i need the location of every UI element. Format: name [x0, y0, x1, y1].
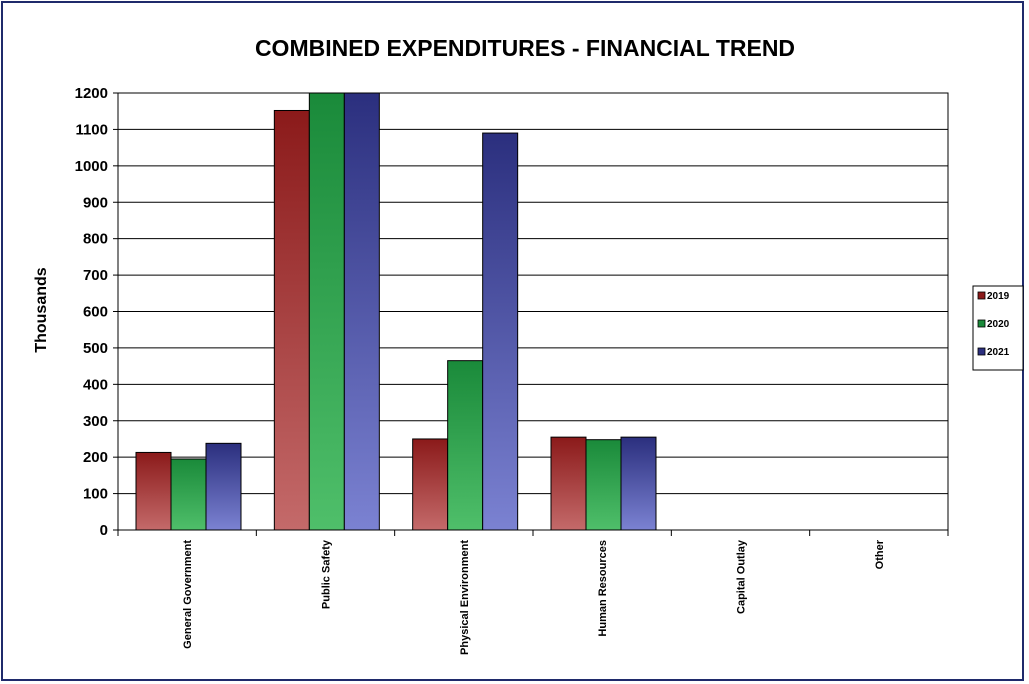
bar-2020-human-resources: [585, 439, 622, 531]
bar-2019-human-resources: [550, 436, 587, 531]
bar-2021-physical-environment: [482, 132, 519, 531]
y-tick-label: 200: [83, 449, 108, 466]
bar-2020-physical-environment: [447, 360, 484, 531]
x-category-label: Other: [874, 539, 886, 569]
x-category-label: Human Resources: [597, 540, 609, 637]
legend-swatch: [977, 291, 986, 300]
bar-2019-physical-environment: [412, 438, 449, 531]
legend: 2019 2020 2021: [972, 285, 1024, 371]
legend-label: 2021: [987, 347, 1010, 358]
y-tick-label: 600: [83, 304, 108, 321]
y-tick-label: 300: [83, 413, 108, 430]
bar-2021-public-safety: [343, 92, 380, 531]
bar-2020-general-government: [170, 458, 207, 531]
bar-2019-public-safety: [273, 109, 310, 531]
y-tick-label: 1000: [75, 158, 108, 175]
y-tick-label: 500: [83, 340, 108, 357]
bar-2019-general-government: [135, 451, 172, 531]
bar-2021-human-resources: [620, 436, 657, 531]
legend-label: 2020: [987, 319, 1010, 330]
x-category-label: General Government: [182, 540, 194, 649]
bar-2021-general-government: [205, 442, 242, 531]
y-tick-label: 0: [100, 522, 108, 539]
y-tick-label: 1100: [75, 121, 108, 138]
y-tick-label: 800: [83, 231, 108, 248]
y-tick-label: 1200: [75, 85, 108, 102]
y-tick-label: 900: [83, 194, 108, 211]
chart-title: COMBINED EXPENDITURES - FINANCIAL TREND: [255, 35, 795, 61]
legend-box: [972, 285, 1024, 371]
legend-swatch: [977, 347, 986, 356]
x-category-label: Capital Outlay: [736, 539, 748, 614]
y-tick-label: 700: [83, 267, 108, 284]
x-category-label: Public Safety: [321, 539, 333, 609]
legend-swatch: [977, 319, 986, 328]
legend-label: 2019: [987, 291, 1010, 302]
x-category-label: Physical Environment: [459, 540, 471, 655]
y-axis-label: Thousands: [33, 267, 50, 352]
bar-2020-public-safety: [308, 92, 345, 531]
y-tick-label: 400: [83, 376, 108, 393]
y-tick-label: 100: [83, 486, 108, 503]
